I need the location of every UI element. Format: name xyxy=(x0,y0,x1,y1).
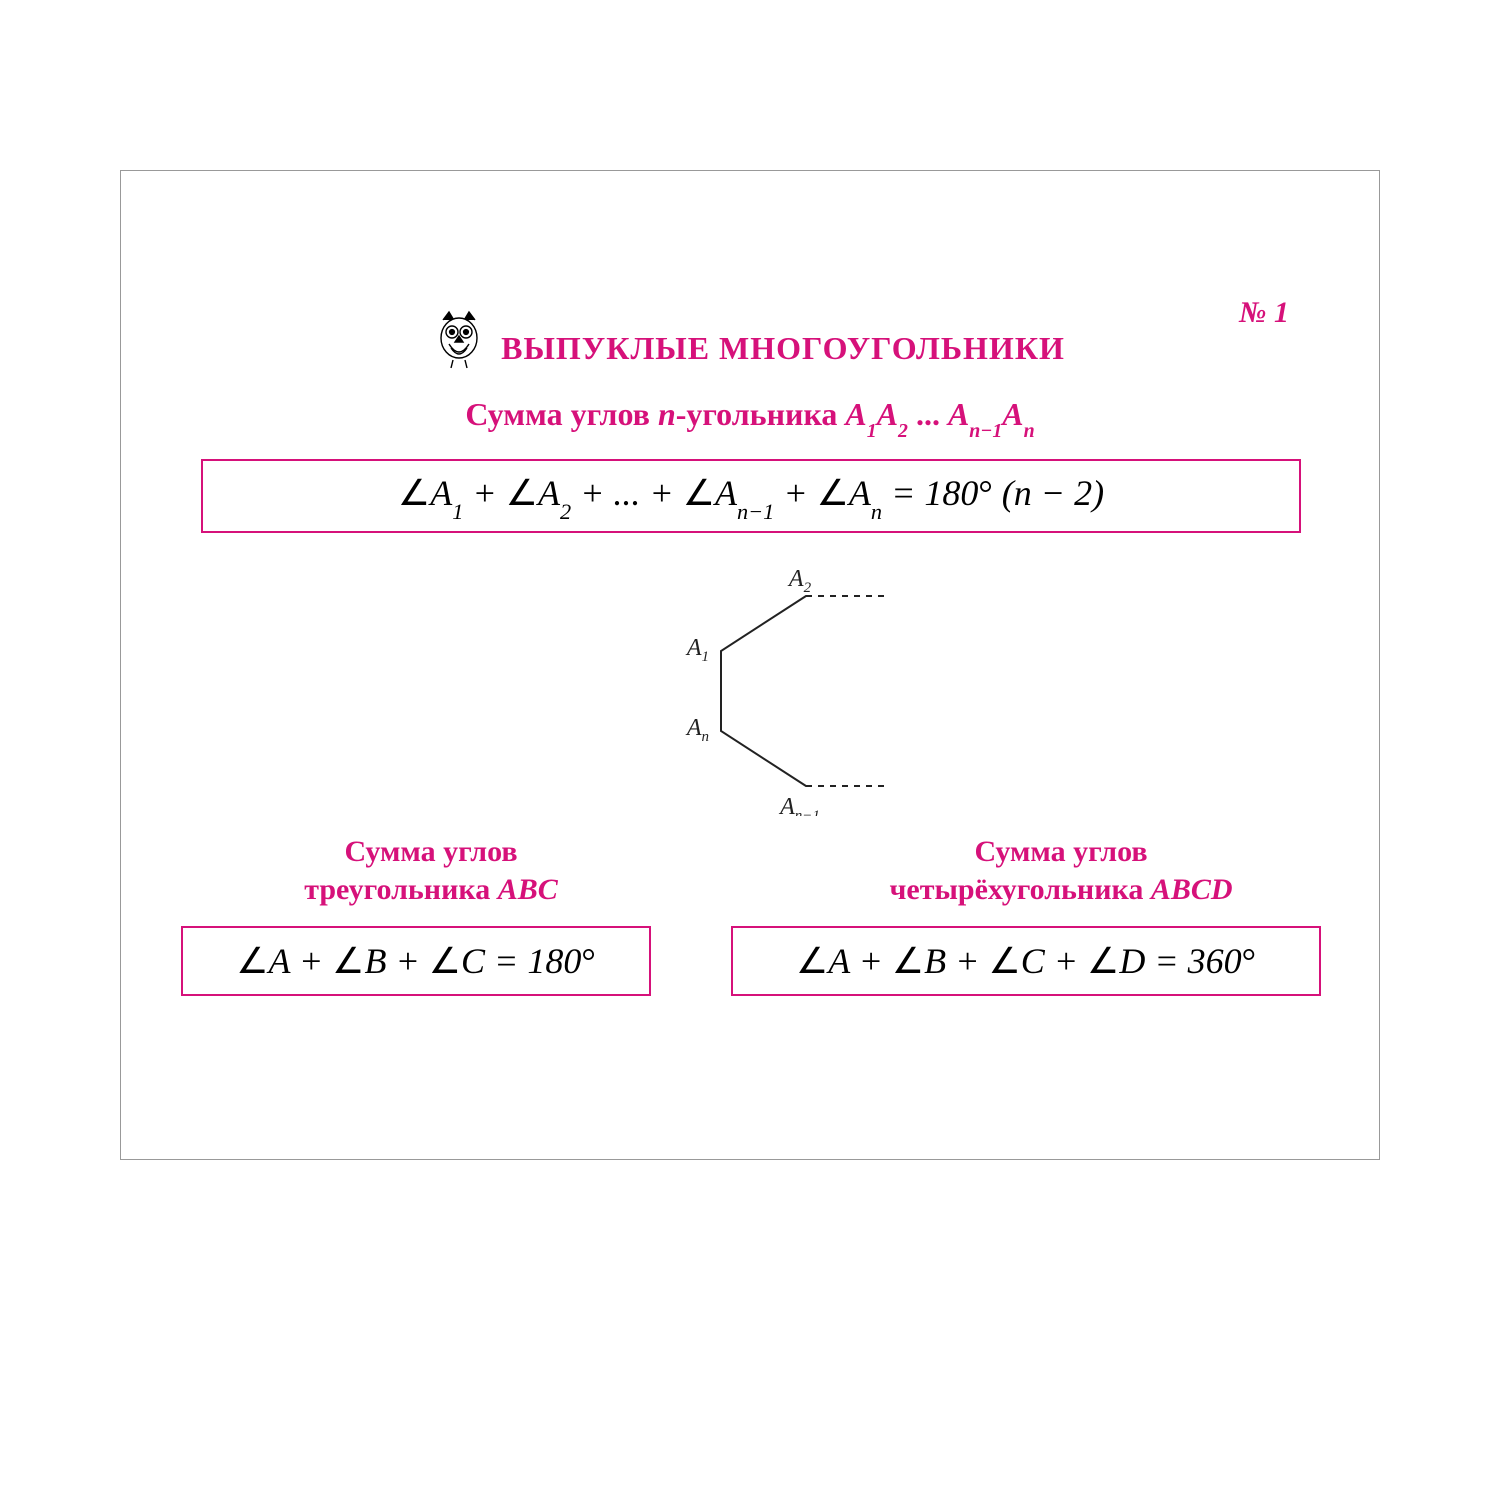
triangle-formula-box: ∠A + ∠B + ∠C = 180° xyxy=(181,926,651,996)
main-formula: ∠A1 + ∠A2 + ... + ∠An−1 + ∠An = 180° (n … xyxy=(398,472,1104,519)
triangle-heading: Сумма угловтреугольника ABC xyxy=(181,833,681,908)
header: ВЫПУКЛЫЕ МНОГОУГОЛЬНИКИ xyxy=(121,316,1379,381)
owl-icon xyxy=(435,310,483,375)
card-frame: № 1 ВЫПУКЛЫЕ МНОГОУГОЛЬНИКИ xyxy=(120,170,1380,1160)
svg-text:An: An xyxy=(685,715,709,745)
svg-text:A2: A2 xyxy=(787,566,812,596)
main-formula-box: ∠A1 + ∠A2 + ... + ∠An−1 + ∠An = 180° (n … xyxy=(201,459,1301,533)
triangle-formula: ∠A + ∠B + ∠C = 180° xyxy=(236,940,596,982)
page-title: ВЫПУКЛЫЕ МНОГОУГОЛЬНИКИ xyxy=(501,330,1065,367)
svg-text:A1: A1 xyxy=(685,635,709,665)
subtitle: Сумма углов n-угольника A1A2 ... An−1An xyxy=(121,396,1379,438)
quad-heading: Сумма угловчетырёхугольника ABCD xyxy=(781,833,1341,908)
svg-text:An−1: An−1 xyxy=(778,794,820,816)
quad-formula-box: ∠A + ∠B + ∠C + ∠D = 360° xyxy=(731,926,1321,996)
quad-formula: ∠A + ∠B + ∠C + ∠D = 360° xyxy=(796,940,1256,982)
polygon-diagram: A2 A1 An An−1 xyxy=(601,566,921,816)
